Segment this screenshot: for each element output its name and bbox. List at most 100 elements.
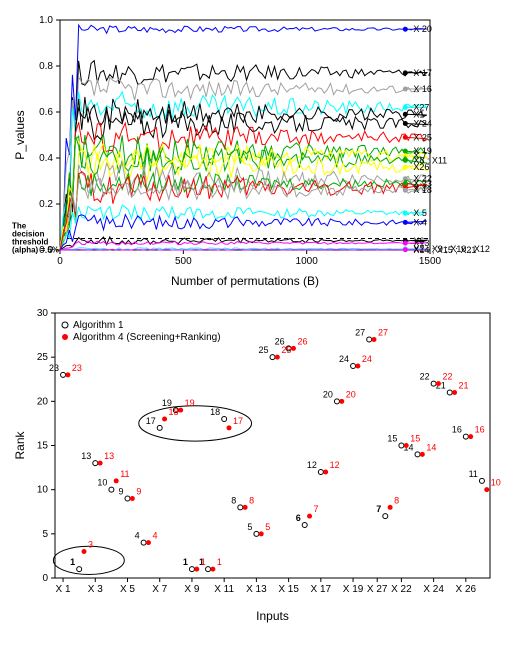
point-alg1	[302, 523, 307, 528]
y-tick-label: 15	[37, 441, 49, 452]
point-alg4	[452, 390, 457, 395]
point-label-alg1: 1	[70, 557, 75, 567]
y-tick-label: 5	[42, 529, 48, 540]
point-alg1	[351, 364, 356, 369]
point-label-alg4: 15	[410, 434, 420, 444]
point-label-alg4: 26	[297, 336, 307, 346]
series-end-dot	[403, 112, 408, 117]
point-label-alg4: 8	[394, 495, 399, 505]
point-label-alg1: 1	[183, 557, 188, 567]
series-label: X14 ; X15 ; X21	[413, 245, 476, 255]
point-alg1	[415, 452, 420, 457]
point-label-alg4: 19	[185, 398, 195, 408]
x-tick-label: 1000	[296, 256, 319, 267]
point-alg4	[130, 496, 135, 501]
series-end-dot	[403, 188, 408, 193]
point-label-alg4: 22	[442, 372, 452, 382]
point-alg4	[65, 372, 70, 377]
point-label-alg4: 10	[491, 478, 501, 488]
point-alg4	[339, 399, 344, 404]
series-label: X 16	[413, 84, 432, 94]
point-alg4	[388, 505, 393, 510]
x-tick-label: X 5	[120, 584, 135, 595]
series-label: X 20	[413, 24, 432, 34]
point-label-alg4: 21	[459, 381, 469, 391]
series-label: X 17	[413, 68, 432, 78]
point-label-alg4: 12	[330, 460, 340, 470]
x-tick-label: X 13	[246, 584, 267, 595]
series-end-dot	[403, 121, 408, 126]
x-tick-label: 500	[175, 256, 192, 267]
point-alg1	[93, 461, 98, 466]
point-alg1	[157, 425, 162, 430]
x-tick-label: X 9	[184, 584, 199, 595]
point-label-alg1: 16	[452, 425, 462, 435]
legend-marker-alg1	[62, 322, 68, 328]
point-label-alg4: 25	[281, 345, 291, 355]
y-tick-label: 0.6	[39, 107, 53, 118]
point-label-alg4: 20	[346, 389, 356, 399]
point-alg1	[238, 505, 243, 510]
y-tick-label: 30	[37, 308, 49, 319]
series-end-dot	[403, 87, 408, 92]
point-alg4	[323, 470, 328, 475]
point-alg4	[307, 514, 312, 519]
point-alg4	[114, 478, 119, 483]
y-tick-label: 0.2	[39, 199, 53, 210]
point-label-alg1: 27	[355, 328, 365, 338]
point-label-alg4: 5	[265, 522, 270, 532]
point-label-alg4: 1	[201, 557, 206, 567]
point-label-alg1: 20	[323, 389, 333, 399]
point-alg1	[334, 399, 339, 404]
point-alg4	[404, 443, 409, 448]
legend-label: Algorithm 4 (Screening+Ranking)	[73, 332, 221, 343]
series-end-dot	[403, 165, 408, 170]
x-axis-title: Number of permutations (B)	[171, 274, 319, 288]
point-alg1	[125, 496, 130, 501]
point-alg1	[367, 337, 372, 342]
point-alg1	[206, 567, 211, 572]
x-tick-label: X 22	[391, 584, 412, 595]
point-label-alg1: 13	[81, 451, 91, 461]
bottom-chart: 051015202530X 1X 3X 5X 7X 9X 11X 13X 15X…	[10, 298, 521, 628]
point-alg4	[468, 434, 473, 439]
point-alg4	[162, 417, 167, 422]
point-label-alg1: 17	[146, 416, 156, 426]
point-alg4	[210, 567, 215, 572]
y-tick-label: 0.8	[39, 61, 53, 72]
point-label-alg1: 10	[97, 478, 107, 488]
point-alg4	[436, 381, 441, 386]
y-tick-label: 0.4	[39, 153, 53, 164]
point-label-alg1: 5	[247, 522, 252, 532]
point-label-alg4: 7	[314, 504, 319, 514]
point-label-alg4: 24	[362, 354, 372, 364]
series-line	[60, 150, 427, 250]
series-end-dot	[403, 135, 408, 140]
point-alg4	[82, 549, 87, 554]
series-end-dot	[403, 27, 408, 32]
series-label: X 24	[413, 119, 432, 129]
x-tick-label: X 19	[343, 584, 364, 595]
point-alg1	[270, 355, 275, 360]
point-alg4	[420, 452, 425, 457]
x-tick-label: X 15	[278, 584, 299, 595]
point-alg4	[275, 355, 280, 360]
point-label-alg1: 9	[118, 487, 123, 497]
legend-marker-alg4	[62, 334, 68, 340]
x-tick-label: X 7	[152, 584, 167, 595]
top-chart: 0.00.20.40.60.81.0050010001500Number of …	[10, 10, 521, 290]
x-tick-label: X 27	[367, 584, 388, 595]
series-label: X 18	[413, 185, 432, 195]
series-label: X 4	[413, 217, 427, 227]
point-alg1	[222, 417, 227, 422]
point-label-alg1: 11	[469, 469, 478, 479]
point-label-alg1: 15	[387, 434, 397, 444]
point-alg1	[61, 372, 66, 377]
point-label-alg4: 4	[152, 531, 157, 541]
point-label-alg1: 23	[49, 363, 59, 373]
point-label-alg4: 18	[169, 407, 179, 417]
point-alg1	[189, 567, 194, 572]
point-alg4	[355, 364, 360, 369]
series-line	[60, 249, 427, 250]
point-alg4	[194, 567, 199, 572]
